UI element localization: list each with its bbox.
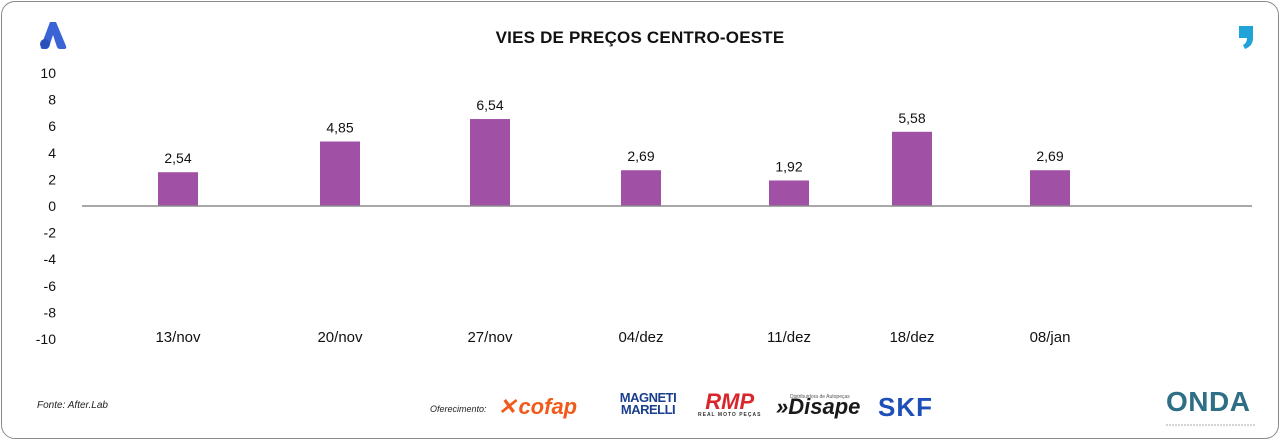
y-tick-label: 4 xyxy=(48,145,56,161)
y-tick-label: -4 xyxy=(44,251,57,267)
magneti-text: MAGNETI xyxy=(619,390,677,405)
y-tick-label: -8 xyxy=(44,304,57,320)
bar xyxy=(158,172,198,206)
bar xyxy=(769,180,809,206)
rmp-logo-text: RMP xyxy=(705,389,755,414)
disape-small-text: Distribuidora de Autopeças xyxy=(790,394,850,400)
y-tick-label: -10 xyxy=(36,331,56,347)
marelli-text: MARELLI xyxy=(620,402,676,417)
x-tick-label: 27/nov xyxy=(467,329,513,346)
bar xyxy=(470,119,510,206)
data-label: 2,69 xyxy=(1036,148,1063,164)
skf-logo-text: SKF xyxy=(878,391,933,422)
data-label: 4,85 xyxy=(326,119,353,135)
y-tick-label: -6 xyxy=(44,278,57,294)
y-tick-label: -2 xyxy=(44,225,57,241)
cofap-logo-text: cofap xyxy=(518,394,578,419)
onda-logo: ONDA xyxy=(1166,388,1258,428)
x-tick-label: 04/dez xyxy=(618,329,663,346)
x-tick-label: 20/nov xyxy=(317,329,363,346)
brand-a-logo-icon xyxy=(40,22,67,49)
skf-logo: SKF xyxy=(878,392,933,422)
bar xyxy=(621,170,661,206)
sponsor-label: Oferecimento: xyxy=(430,404,487,414)
disape-logo: Distribuidora de Autopeças »Disape xyxy=(776,392,860,422)
source-note: Fonte: After.Lab xyxy=(37,400,108,411)
onda-tagline-icon xyxy=(1166,424,1256,426)
cofap-x-icon: ✕ xyxy=(498,394,517,419)
y-tick-label: 6 xyxy=(48,118,56,134)
bar xyxy=(1030,170,1070,206)
y-tick-label: 0 xyxy=(48,198,56,214)
bar xyxy=(320,141,360,206)
disape-logo-text: »Disape xyxy=(776,394,861,419)
data-label: 6,54 xyxy=(476,97,503,113)
comma-logo-icon xyxy=(1239,26,1253,49)
y-tick-label: 10 xyxy=(40,65,56,81)
bar xyxy=(892,131,932,206)
rmp-logo: RMP REAL MOTO PEÇAS xyxy=(698,389,762,422)
x-tick-label: 08/jan xyxy=(1030,329,1071,346)
rmp-subtitle: REAL MOTO PEÇAS xyxy=(698,412,762,418)
data-label: 5,58 xyxy=(898,110,925,126)
y-tick-label: 8 xyxy=(48,92,56,108)
data-label: 2,54 xyxy=(164,150,191,166)
chart-title: VIES DE PREÇOS CENTRO-OESTE xyxy=(495,28,785,47)
x-tick-label: 18/dez xyxy=(889,329,934,346)
onda-logo-text: ONDA xyxy=(1166,386,1251,417)
y-tick-label: 2 xyxy=(48,171,56,187)
x-tick-label: 13/nov xyxy=(155,329,201,346)
cofap-logo: ✕ cofap xyxy=(498,392,577,422)
data-label: 2,69 xyxy=(627,148,654,164)
magneti-marelli-logo: MAGNETI MARELLI xyxy=(614,390,682,422)
x-tick-label: 11/dez xyxy=(767,329,811,346)
data-label: 1,92 xyxy=(775,158,802,174)
